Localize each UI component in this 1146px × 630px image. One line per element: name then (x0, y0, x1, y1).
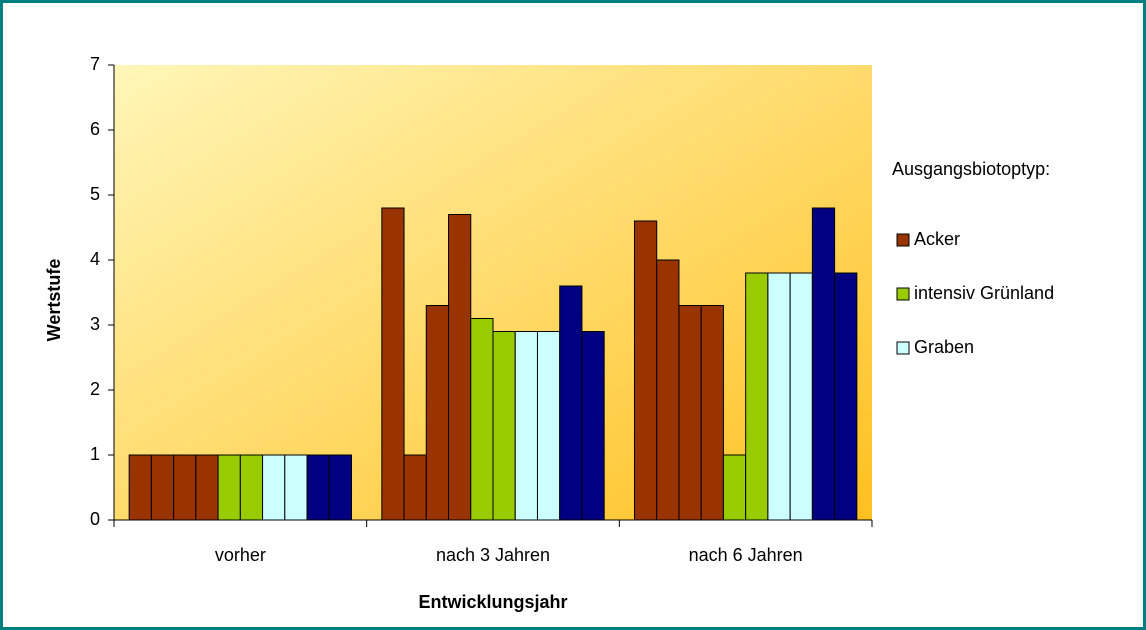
bar (834, 272, 858, 521)
y-tick-label: 4 (90, 249, 100, 269)
bar (633, 220, 658, 521)
x-tick-label: nach 6 Jahren (689, 545, 803, 565)
bar (425, 305, 450, 521)
bar (514, 331, 538, 521)
bar (678, 305, 702, 521)
bar (789, 272, 813, 521)
x-tick-label: vorher (215, 545, 266, 565)
legend-label: Graben (914, 337, 974, 357)
y-tick-label: 0 (90, 509, 100, 529)
bar (559, 285, 583, 521)
legend-swatch (896, 341, 910, 355)
bar (217, 454, 241, 521)
bar (284, 454, 308, 521)
bar (173, 454, 197, 521)
bar (262, 454, 286, 521)
y-tick-label: 5 (90, 184, 100, 204)
legend-label: intensiv Grünland (914, 283, 1054, 303)
bar (448, 214, 472, 521)
y-tick-label: 3 (90, 314, 100, 334)
bar (492, 331, 516, 521)
y-tick-label: 6 (90, 119, 100, 139)
bar (328, 454, 353, 521)
bar (470, 318, 494, 521)
bar (722, 454, 747, 521)
x-axis-title: Entwicklungsjahr (418, 592, 567, 612)
legend-swatch (896, 287, 910, 301)
bar (128, 454, 152, 521)
legend-label: Acker (914, 229, 960, 249)
bar (403, 454, 427, 521)
legend-swatch (896, 233, 910, 247)
bar (195, 454, 219, 521)
bar (150, 454, 175, 521)
bar (656, 259, 680, 521)
bar (581, 331, 605, 521)
bar (745, 272, 769, 521)
bar (700, 305, 724, 521)
legend-title: Ausgangsbiotoptyp: (892, 159, 1050, 179)
bar (536, 331, 561, 521)
x-tick-label: nach 3 Jahren (436, 545, 550, 565)
bar (381, 207, 405, 521)
bar (767, 272, 791, 521)
bar (811, 207, 836, 521)
bar (306, 454, 330, 521)
bar (239, 454, 264, 521)
y-tick-label: 1 (90, 444, 100, 464)
y-tick-label: 2 (90, 379, 100, 399)
y-axis-title: Wertstufe (44, 259, 64, 342)
y-tick-label: 7 (90, 54, 100, 74)
